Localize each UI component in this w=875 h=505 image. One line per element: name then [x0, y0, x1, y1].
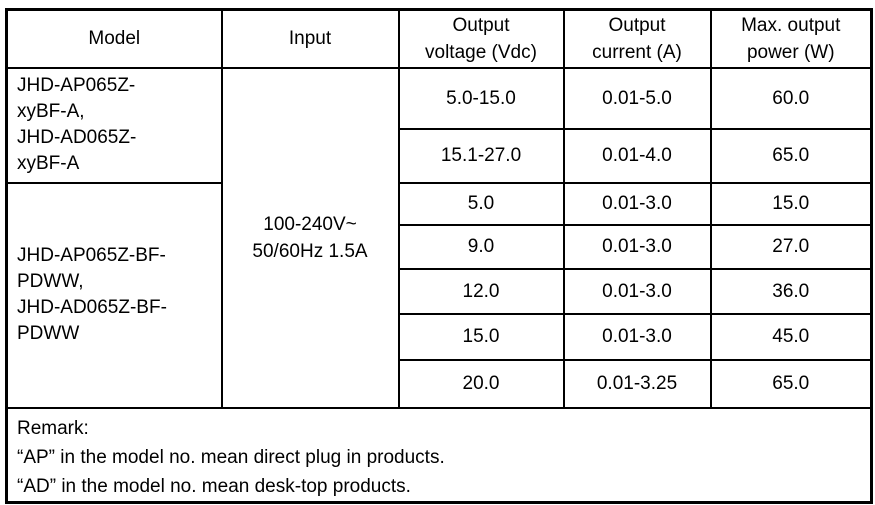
- model-group-pdww: JHD-AP065Z-BF- PDWW, JHD-AD065Z-BF- PDWW: [5, 181, 223, 409]
- table-row: JHD-AP065Z-BF- PDWW, JHD-AD065Z-BF- PDWW…: [5, 181, 873, 409]
- cell-output-current: 0.01-4.0: [562, 127, 712, 184]
- table-row: 15.1-27.0 0.01-4.0 65.0: [7, 127, 873, 184]
- cell-max-power: 60.0: [709, 66, 873, 130]
- spec-table: Model Input Output voltage (Vdc) Output …: [5, 8, 873, 504]
- cell-output-current: 0.01-3.0: [562, 181, 712, 226]
- cell-max-power: 45.0: [709, 312, 873, 361]
- cell-output-voltage: 9.0: [397, 223, 565, 270]
- cell-output-voltage: 12.0: [397, 267, 565, 315]
- cell-output-voltage: 15.0: [397, 312, 565, 361]
- cell-output-voltage: 15.1-27.0: [397, 127, 565, 184]
- table-row: 9.0 0.01-3.0 27.0: [7, 223, 873, 270]
- header-row: Model Input Output voltage (Vdc) Output …: [5, 8, 873, 69]
- table-row: JHD-AP065Z- xyBF-A, JHD-AD065Z- xyBF-A 1…: [5, 66, 873, 409]
- cell-max-power: 27.0: [709, 223, 873, 270]
- header-input: Input: [220, 8, 400, 69]
- remark-row: Remark: “AP” in the model no. mean direc…: [5, 406, 873, 503]
- cell-output-current: 0.01-3.25: [562, 358, 712, 409]
- cell-output-voltage: 5.0-15.0: [397, 66, 565, 130]
- remark-line-ad: “AD” in the model no. mean desk-top prod…: [17, 475, 411, 497]
- table-row: 20.0 0.01-3.25 65.0: [7, 358, 873, 409]
- cell-output-current: 0.01-3.0: [562, 267, 712, 315]
- cell-output-current: 0.01-3.0: [562, 223, 712, 270]
- cell-max-power: 36.0: [709, 267, 873, 315]
- header-output-voltage: Output voltage (Vdc): [397, 8, 565, 69]
- cell-output-current: 0.01-3.0: [562, 312, 712, 361]
- remark-line-ap: “AP” in the model no. mean direct plug i…: [17, 446, 445, 468]
- cell-max-power: 15.0: [709, 181, 873, 226]
- remark-cell: Remark: “AP” in the model no. mean direc…: [5, 406, 873, 503]
- header-model: Model: [5, 8, 223, 69]
- header-max-output-power: Max. output power (W): [709, 8, 873, 69]
- table-row: 12.0 0.01-3.0 36.0: [7, 267, 873, 315]
- cell-output-current: 0.01-5.0: [562, 66, 712, 130]
- cell-output-voltage: 5.0: [397, 181, 565, 226]
- model-group-xybf: JHD-AP065Z- xyBF-A, JHD-AD065Z- xyBF-A: [5, 66, 223, 184]
- remark-title: Remark:: [17, 417, 89, 439]
- cell-max-power: 65.0: [709, 358, 873, 409]
- input-cell: 100-240V~ 50/60Hz 1.5A: [220, 66, 400, 409]
- header-output-current: Output current (A): [562, 8, 712, 69]
- cell-output-voltage: 20.0: [397, 358, 565, 409]
- cell-max-power: 65.0: [709, 127, 873, 184]
- table-row: 15.0 0.01-3.0 45.0: [7, 312, 873, 361]
